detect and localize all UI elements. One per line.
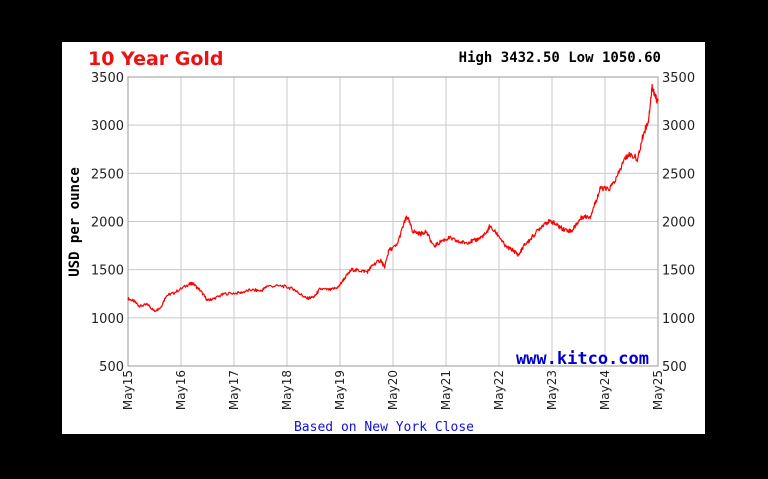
- y-tick-right-3500: 3500: [662, 71, 695, 86]
- x-axis: May15 May16 May17 May18 May19 May20 May21 May22…: [121, 370, 665, 410]
- y-tick-left-3000: 3000: [91, 119, 124, 134]
- y-axis-right: 500 1000 1500 2000 2500 3000 3500: [662, 71, 695, 375]
- x-tick-May16: May16: [174, 370, 188, 410]
- x-tick-May19: May19: [333, 370, 347, 410]
- y-tick-left-2000: 2000: [91, 216, 124, 231]
- y-tick-right-1500: 1500: [662, 264, 695, 279]
- high-value: 3432.50: [501, 50, 560, 66]
- x-tick-May17: May17: [227, 370, 241, 410]
- x-tick-May15: May15: [121, 370, 135, 410]
- y-tick-right-3000: 3000: [662, 119, 695, 134]
- x-tick-May22: May22: [492, 370, 506, 410]
- gold-price-chart: 10 Year Gold High 3432.50 Low 1050.60 50…: [67, 48, 695, 434]
- plot-frame: [127, 76, 659, 367]
- y-tick-left-500: 500: [99, 360, 124, 375]
- y-tick-left-3500: 3500: [91, 71, 124, 86]
- y-tick-left-1000: 1000: [91, 312, 124, 327]
- footer-note: Based on New York Close: [294, 420, 474, 434]
- x-tick-May24: May24: [598, 370, 612, 410]
- low-value: 1050.60: [602, 50, 661, 66]
- x-tick-May18: May18: [280, 370, 294, 410]
- y-axis-label: USD per ounce: [67, 167, 83, 277]
- y-tick-right-500: 500: [662, 360, 687, 375]
- y-axis-left: 500 1000 1500 2000 2500 3000 3500: [91, 71, 124, 375]
- y-tick-right-2000: 2000: [662, 216, 695, 231]
- high-label: High: [459, 50, 493, 66]
- low-label: Low: [568, 50, 594, 66]
- x-tick-May23: May23: [545, 370, 559, 410]
- chart-title: 10 Year Gold: [88, 48, 224, 70]
- x-tick-May20: May20: [386, 370, 400, 410]
- y-tick-right-1000: 1000: [662, 312, 695, 327]
- series-line-0: [127, 83, 659, 313]
- x-tick-May25: May25: [651, 370, 665, 410]
- high-low-readout: High 3432.50 Low 1050.60: [459, 50, 661, 66]
- y-tick-right-2500: 2500: [662, 167, 695, 182]
- y-tick-left-2500: 2500: [91, 167, 124, 182]
- chart-panel: 10 Year Gold High 3432.50 Low 1050.60 50…: [62, 42, 705, 434]
- brand-watermark: www.kitco.com: [516, 349, 649, 369]
- series-group: [127, 83, 659, 313]
- y-tick-left-1500: 1500: [91, 264, 124, 279]
- x-tick-May21: May21: [439, 370, 453, 410]
